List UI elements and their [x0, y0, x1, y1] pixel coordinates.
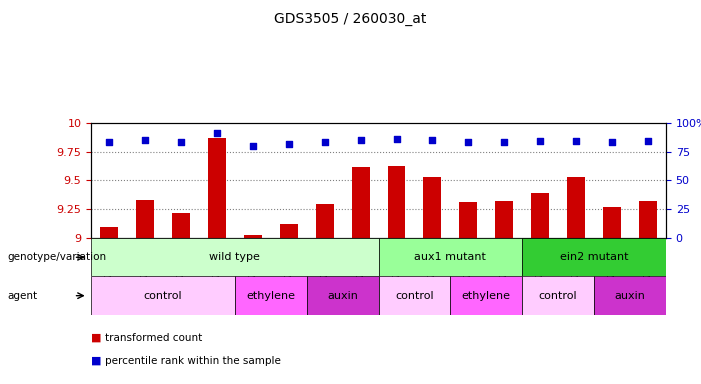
- FancyBboxPatch shape: [379, 276, 450, 315]
- Text: wild type: wild type: [210, 252, 260, 262]
- Point: [642, 138, 653, 144]
- Bar: [459, 202, 477, 238]
- Text: auxin: auxin: [327, 291, 358, 301]
- FancyBboxPatch shape: [91, 238, 379, 276]
- Text: control: control: [395, 291, 434, 301]
- Text: ethylene: ethylene: [462, 291, 511, 301]
- Point: [391, 136, 402, 142]
- Bar: [388, 166, 405, 238]
- Bar: [567, 177, 585, 238]
- Point: [104, 139, 115, 146]
- Text: agent: agent: [7, 291, 37, 301]
- FancyBboxPatch shape: [91, 276, 235, 315]
- Point: [319, 139, 330, 146]
- Bar: [423, 177, 442, 238]
- Text: control: control: [144, 291, 182, 301]
- Text: aux1 mutant: aux1 mutant: [414, 252, 486, 262]
- FancyBboxPatch shape: [379, 238, 522, 276]
- Bar: [100, 227, 118, 238]
- Point: [283, 141, 294, 147]
- FancyBboxPatch shape: [522, 238, 666, 276]
- Bar: [244, 235, 261, 238]
- Bar: [496, 201, 513, 238]
- Text: genotype/variation: genotype/variation: [7, 252, 106, 262]
- Point: [498, 139, 510, 146]
- Bar: [603, 207, 621, 238]
- Point: [571, 138, 582, 144]
- Bar: [531, 193, 549, 238]
- Bar: [280, 224, 298, 238]
- Text: ethylene: ethylene: [246, 291, 295, 301]
- FancyBboxPatch shape: [594, 276, 666, 315]
- Point: [355, 137, 366, 143]
- Bar: [639, 201, 657, 238]
- Bar: [352, 167, 369, 238]
- Text: control: control: [539, 291, 578, 301]
- FancyBboxPatch shape: [307, 276, 379, 315]
- Text: auxin: auxin: [615, 291, 646, 301]
- Text: percentile rank within the sample: percentile rank within the sample: [105, 356, 281, 366]
- FancyBboxPatch shape: [522, 276, 594, 315]
- Point: [247, 143, 259, 149]
- Text: ein2 mutant: ein2 mutant: [560, 252, 628, 262]
- Bar: [208, 138, 226, 238]
- Text: ■: ■: [91, 356, 102, 366]
- Point: [211, 130, 222, 136]
- Point: [463, 139, 474, 146]
- Text: ■: ■: [91, 333, 102, 343]
- Bar: [136, 200, 154, 238]
- Bar: [172, 213, 190, 238]
- FancyBboxPatch shape: [235, 276, 307, 315]
- FancyBboxPatch shape: [450, 276, 522, 315]
- Text: GDS3505 / 260030_at: GDS3505 / 260030_at: [274, 12, 427, 25]
- Point: [175, 139, 186, 146]
- Point: [606, 139, 618, 146]
- Point: [427, 137, 438, 143]
- Text: transformed count: transformed count: [105, 333, 203, 343]
- Point: [139, 137, 151, 143]
- Bar: [315, 204, 334, 238]
- Point: [535, 138, 546, 144]
